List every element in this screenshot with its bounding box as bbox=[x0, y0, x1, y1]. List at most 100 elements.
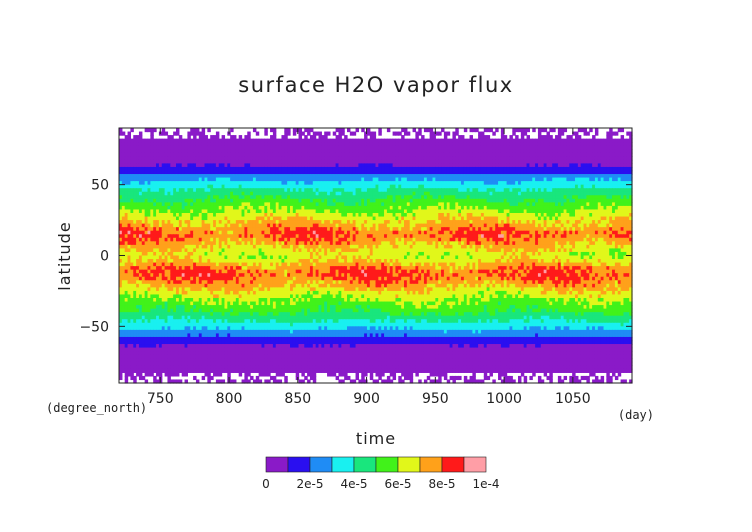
heatmap-cell bbox=[275, 188, 280, 193]
heatmap-cell bbox=[227, 227, 231, 232]
heatmap-cell bbox=[215, 216, 220, 221]
heatmap-cell bbox=[124, 177, 129, 182]
heatmap-cell bbox=[318, 142, 322, 147]
heatmap-cell bbox=[421, 191, 425, 196]
heatmap-cell bbox=[441, 202, 445, 207]
heatmap-cell bbox=[153, 145, 157, 150]
heatmap-cell bbox=[244, 159, 248, 165]
heatmap-cell bbox=[392, 191, 397, 196]
heatmap-cell bbox=[369, 191, 374, 196]
heatmap-cell bbox=[463, 227, 468, 232]
heatmap-cell bbox=[295, 181, 300, 186]
heatmap-cell bbox=[441, 170, 445, 175]
heatmap-cell bbox=[178, 181, 183, 186]
heatmap-cell bbox=[187, 149, 191, 154]
heatmap-cell bbox=[503, 177, 508, 182]
heatmap-cell bbox=[119, 128, 123, 133]
heatmap-cell bbox=[127, 220, 131, 225]
heatmap-cell bbox=[389, 195, 394, 200]
heatmap-cell bbox=[150, 195, 154, 200]
heatmap-cell bbox=[327, 223, 331, 228]
heatmap-cell bbox=[463, 174, 468, 179]
heatmap-cell bbox=[577, 202, 582, 207]
heatmap-cell bbox=[458, 220, 462, 225]
heatmap-cell bbox=[398, 145, 402, 150]
heatmap-cell bbox=[563, 223, 568, 228]
heatmap-cell bbox=[480, 213, 485, 218]
heatmap-cell bbox=[492, 174, 496, 179]
heatmap-cell bbox=[555, 174, 559, 179]
heatmap-cell bbox=[498, 156, 502, 161]
heatmap-cell bbox=[486, 142, 491, 147]
heatmap-cell bbox=[606, 166, 610, 172]
heatmap-cell bbox=[438, 145, 442, 150]
heatmap-cell bbox=[441, 138, 445, 143]
heatmap-cell bbox=[418, 216, 422, 221]
heatmap-cell bbox=[184, 152, 188, 157]
heatmap-cell bbox=[472, 213, 476, 218]
heatmap-cell bbox=[295, 188, 300, 193]
heatmap-cell bbox=[176, 131, 180, 136]
heatmap-cell bbox=[164, 149, 169, 154]
heatmap-cell bbox=[312, 149, 317, 154]
heatmap-cell bbox=[518, 128, 522, 133]
heatmap-cell bbox=[195, 156, 200, 161]
heatmap-cell bbox=[275, 216, 280, 221]
heatmap-cell bbox=[235, 181, 240, 186]
heatmap-cell bbox=[369, 145, 374, 150]
heatmap-cell bbox=[252, 166, 257, 172]
heatmap-cell bbox=[307, 131, 311, 136]
heatmap-cell bbox=[540, 209, 545, 214]
heatmap-cell bbox=[364, 170, 368, 175]
heatmap-cell bbox=[629, 191, 633, 196]
heatmap-cell bbox=[583, 138, 587, 143]
heatmap-cell bbox=[472, 198, 476, 203]
heatmap-cell bbox=[463, 195, 468, 200]
heatmap-cell bbox=[617, 163, 622, 168]
heatmap-cell bbox=[557, 145, 562, 150]
heatmap-cell bbox=[272, 159, 277, 165]
heatmap-cell bbox=[506, 223, 511, 228]
heatmap-cell bbox=[210, 156, 214, 161]
heatmap-cell bbox=[284, 128, 288, 133]
heatmap-cell bbox=[401, 216, 405, 221]
heatmap-cell bbox=[215, 131, 220, 136]
heatmap-cell bbox=[198, 195, 203, 200]
heatmap-cell bbox=[233, 152, 237, 157]
heatmap-cell bbox=[133, 152, 137, 157]
heatmap-cell bbox=[127, 177, 131, 182]
heatmap-cell bbox=[247, 230, 251, 235]
heatmap-cell bbox=[592, 152, 596, 157]
heatmap-cell bbox=[569, 223, 573, 228]
heatmap-cell bbox=[144, 166, 149, 172]
heatmap-cell bbox=[489, 216, 493, 221]
heatmap-cell bbox=[278, 205, 283, 211]
heatmap-cell bbox=[193, 174, 197, 179]
heatmap-cell bbox=[224, 142, 228, 147]
heatmap-cell bbox=[138, 152, 143, 157]
heatmap-cell bbox=[620, 142, 625, 147]
heatmap-cell bbox=[597, 184, 602, 189]
heatmap-cell bbox=[406, 149, 411, 154]
heatmap-cell bbox=[161, 177, 166, 182]
heatmap-cell bbox=[247, 177, 251, 182]
heatmap-cell bbox=[147, 170, 151, 175]
heatmap-cell bbox=[381, 191, 385, 196]
heatmap-cell bbox=[292, 209, 297, 214]
heatmap-cell bbox=[181, 227, 186, 232]
heatmap-cell bbox=[304, 220, 308, 225]
heatmap-cell bbox=[560, 145, 565, 150]
heatmap-cell bbox=[620, 145, 625, 150]
heatmap-cell bbox=[580, 223, 585, 228]
heatmap-cell bbox=[224, 166, 228, 172]
heatmap-cell bbox=[178, 188, 183, 193]
heatmap-cell bbox=[623, 138, 627, 143]
heatmap-cell bbox=[138, 209, 143, 214]
heatmap-cell bbox=[426, 209, 431, 214]
heatmap-cell bbox=[620, 181, 625, 186]
heatmap-cell bbox=[176, 202, 180, 207]
heatmap-cell bbox=[369, 205, 374, 211]
heatmap-cell bbox=[119, 223, 123, 228]
heatmap-cell bbox=[566, 177, 570, 182]
heatmap-cell bbox=[272, 128, 277, 133]
